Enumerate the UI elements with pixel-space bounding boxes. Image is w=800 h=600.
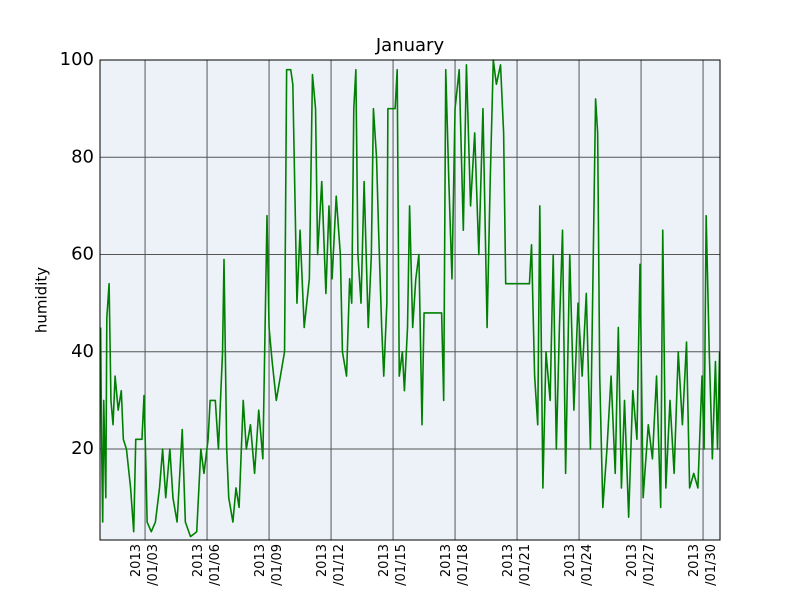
x-tick-label: 2013 /01/30	[687, 544, 720, 586]
plot-frame	[99, 59, 721, 541]
x-tick-label: 2013 /01/24	[563, 544, 596, 586]
x-tick-label: 2013 /01/15	[377, 544, 410, 586]
x-tick-label: 2013 /01/06	[191, 544, 224, 586]
x-tick-label: 2013 /01/27	[625, 544, 658, 586]
chart-title: January	[375, 35, 445, 56]
x-tick-label: 2013 /01/21	[501, 544, 534, 586]
x-tick-label: 2013 /01/03	[129, 544, 162, 586]
x-tick-label: 2013 /01/18	[439, 544, 472, 586]
y-tick-label: 100	[60, 49, 94, 70]
x-tick-label: 2013 /01/09	[253, 544, 286, 586]
plot-area	[100, 60, 720, 540]
y-tick-label: 40	[71, 341, 94, 362]
x-tick-label: 2013 /01/12	[315, 544, 348, 586]
y-tick-label: 80	[71, 146, 94, 167]
y-tick-label: 20	[71, 438, 94, 459]
y-axis-label: humidity	[33, 267, 51, 333]
line-series	[99, 59, 721, 538]
y-tick-label: 60	[71, 244, 94, 265]
